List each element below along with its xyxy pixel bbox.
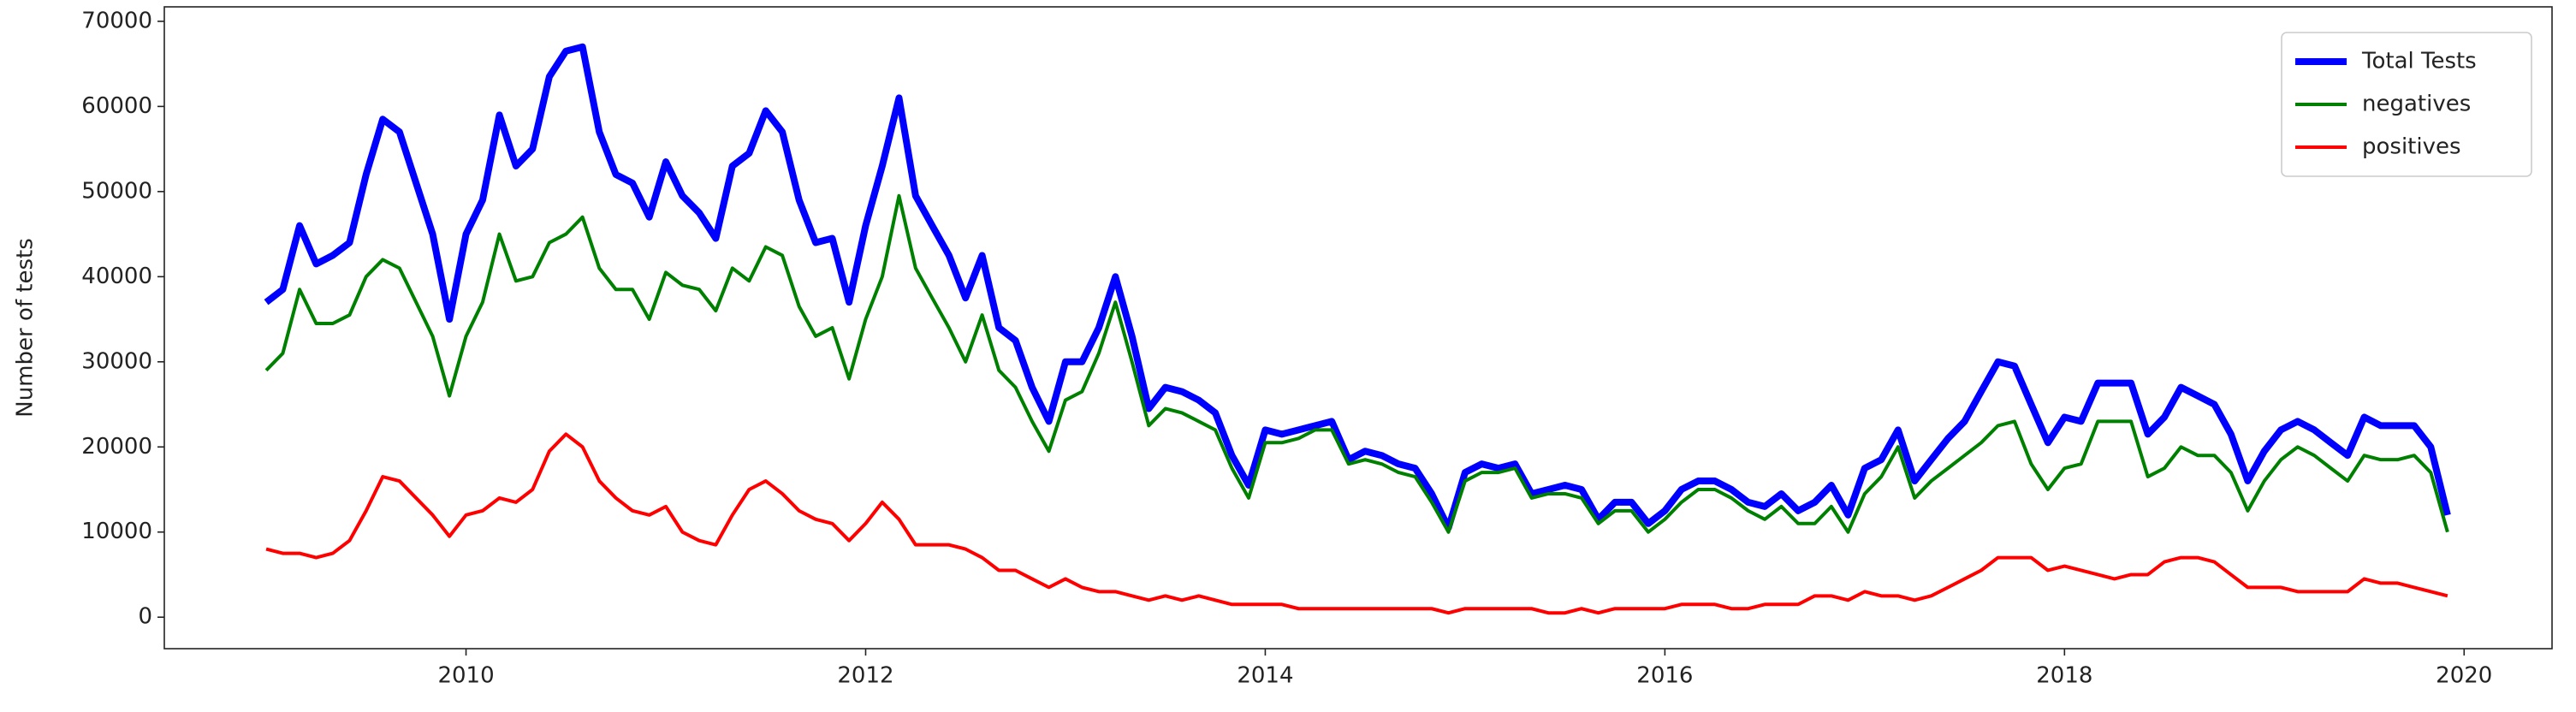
series-line: [264, 43, 2451, 531]
y-tick-label: 70000: [81, 8, 152, 33]
x-tick-label: 2016: [1636, 663, 1693, 689]
y-tick-label: 60000: [81, 93, 152, 119]
plot-frame: [163, 6, 2553, 650]
y-tick-label: 30000: [81, 348, 152, 374]
x-tick-label: 2018: [2036, 663, 2092, 689]
x-tick-label: 2014: [1237, 663, 1293, 689]
series-line: [265, 432, 2448, 615]
legend-box: [2281, 32, 2532, 177]
y-axis-label: Number of tests: [13, 238, 39, 418]
y-tick-label: 50000: [81, 178, 152, 204]
y-tick-label: 40000: [81, 264, 152, 289]
y-tick-label: 0: [138, 604, 152, 630]
series-line: [264, 193, 2449, 534]
x-tick-label: 2020: [2436, 663, 2492, 689]
legend-label: negatives: [2362, 92, 2471, 117]
x-tick-label: 2012: [837, 663, 893, 689]
legend-label: Total Tests: [2361, 49, 2477, 74]
y-tick-label: 20000: [81, 434, 152, 460]
y-tick-label: 10000: [81, 519, 152, 544]
x-tick-label: 2010: [437, 663, 494, 689]
legend-label: positives: [2362, 134, 2461, 160]
